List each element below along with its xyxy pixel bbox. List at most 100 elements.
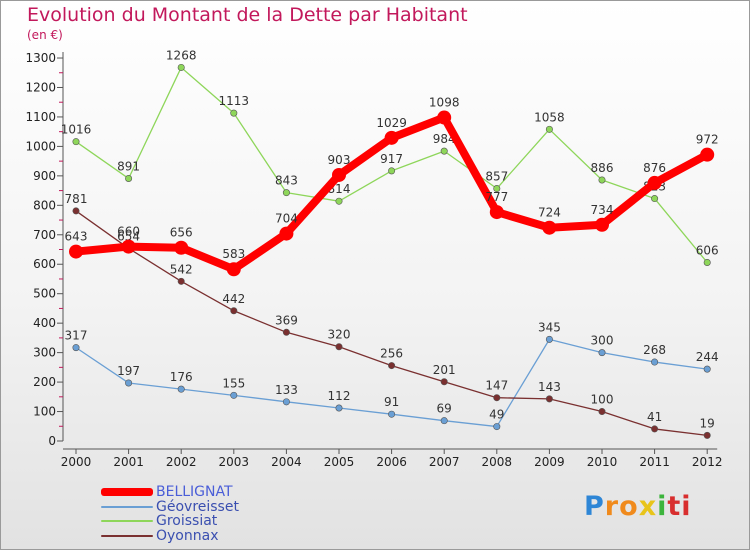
data-point — [651, 195, 659, 203]
data-point — [282, 189, 290, 197]
chart-title: Evolution du Montant de la Dette par Hab… — [27, 4, 468, 26]
data-point — [69, 244, 83, 259]
x-tick-label: 2002 — [166, 455, 197, 469]
data-label: 876 — [643, 161, 666, 175]
data-point — [437, 110, 452, 125]
logo-letter: o — [619, 491, 639, 522]
data-label: 1098 — [429, 96, 460, 110]
x-tick-label: 2003 — [219, 455, 250, 469]
y-tick-label: 700 — [33, 228, 56, 242]
data-point — [388, 410, 396, 418]
data-point — [177, 277, 185, 285]
data-label: 1058 — [534, 110, 565, 124]
data-point — [493, 394, 501, 402]
data-label: 917 — [380, 152, 403, 166]
logo-letter: P — [584, 491, 605, 522]
y-tick-label: 800 — [33, 198, 56, 212]
data-point — [440, 378, 448, 386]
y-tick-label: 1200 — [25, 80, 56, 94]
legend-label: BELLIGNAT — [156, 484, 233, 500]
data-point — [703, 431, 711, 439]
data-label: 176 — [170, 370, 193, 384]
data-point — [493, 185, 501, 193]
data-label: 606 — [696, 243, 719, 257]
data-label: 268 — [643, 343, 666, 357]
data-point — [384, 130, 399, 145]
data-label: 1029 — [376, 116, 407, 130]
data-point — [121, 239, 136, 254]
data-label: 256 — [380, 347, 403, 361]
data-label: 857 — [485, 170, 508, 184]
data-label: 781 — [65, 192, 88, 206]
logo-letter: i — [657, 491, 668, 522]
y-tick-label: 1100 — [25, 110, 56, 124]
data-label: 903 — [328, 153, 351, 167]
data-label: 317 — [65, 329, 88, 343]
data-label: 143 — [538, 380, 561, 394]
data-label: 147 — [485, 379, 508, 393]
logo-letter: t — [667, 491, 682, 522]
data-point — [595, 217, 609, 232]
data-point — [598, 408, 606, 416]
data-label: 197 — [117, 364, 140, 378]
data-point — [335, 343, 343, 351]
x-tick-label: 2008 — [482, 455, 513, 469]
data-label: 972 — [696, 133, 719, 147]
logo-letter: i — [681, 491, 692, 522]
data-point — [177, 385, 185, 393]
x-tick-label: 2001 — [113, 455, 144, 469]
chart-legend: BELLIGNAT Géovreisset Groissiat Oyonnax — [101, 485, 239, 543]
data-label: 660 — [117, 225, 140, 239]
x-tick-label: 2000 — [61, 455, 92, 469]
data-label: 583 — [222, 247, 245, 261]
logo-letter: r — [604, 491, 620, 522]
data-point — [125, 175, 133, 183]
data-point — [440, 417, 448, 425]
y-tick-label: 500 — [33, 287, 56, 301]
data-point — [177, 63, 185, 71]
data-point — [72, 138, 80, 146]
legend-swatch — [101, 520, 153, 523]
data-label: 643 — [65, 230, 88, 244]
data-label: 1016 — [61, 123, 92, 137]
data-point — [72, 344, 80, 352]
x-tick-label: 2004 — [271, 455, 302, 469]
data-label: 41 — [647, 410, 662, 424]
data-label: 19 — [700, 416, 715, 430]
legend-swatch — [101, 488, 153, 497]
data-label: 843 — [275, 174, 298, 188]
data-point — [700, 147, 715, 162]
data-label: 886 — [591, 161, 614, 175]
data-point — [282, 328, 290, 336]
data-point — [279, 226, 294, 241]
data-point — [388, 362, 396, 370]
data-point — [598, 176, 606, 184]
x-tick-label: 2012 — [692, 455, 723, 469]
y-tick-label: 600 — [33, 257, 56, 271]
data-label: 69 — [437, 402, 452, 416]
y-tick-label: 1300 — [25, 51, 56, 65]
x-tick-label: 2005 — [324, 455, 355, 469]
data-point — [335, 404, 343, 412]
data-label: 1268 — [166, 48, 197, 62]
data-label: 656 — [170, 226, 193, 240]
data-point — [440, 147, 448, 155]
y-tick-label: 1000 — [25, 139, 56, 153]
x-tick-label: 2009 — [534, 455, 565, 469]
data-point — [598, 349, 606, 357]
data-label: 112 — [328, 389, 351, 403]
x-tick-label: 2011 — [639, 455, 670, 469]
data-point — [282, 398, 290, 406]
data-label: 91 — [384, 395, 399, 409]
data-point — [703, 365, 711, 373]
data-point — [72, 207, 80, 215]
legend-item: BELLIGNAT — [101, 485, 239, 500]
legend-label: Oyonnax — [156, 527, 219, 544]
data-point — [542, 220, 557, 235]
legend-swatch — [101, 505, 153, 508]
data-label: 201 — [433, 363, 456, 377]
data-point — [651, 425, 659, 433]
data-label: 704 — [275, 212, 298, 226]
y-tick-label: 300 — [33, 346, 56, 360]
